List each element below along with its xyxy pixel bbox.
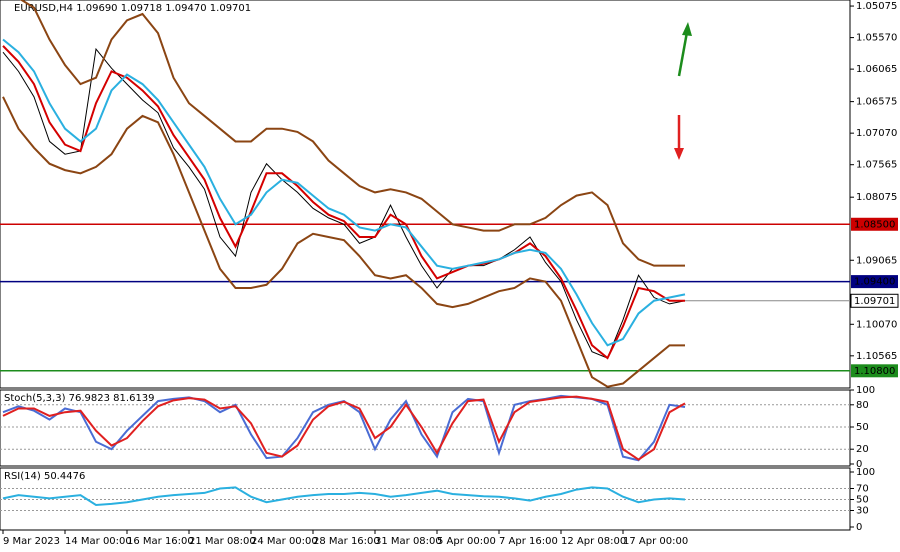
y-tick-label: 1.05570 xyxy=(856,33,897,44)
y-tick-label: 1.08075 xyxy=(856,192,897,203)
main-panel xyxy=(0,0,851,389)
last-price-box xyxy=(850,293,899,308)
chart-title: EURUSD,H4 1.09690 1.09718 1.09470 1.0970… xyxy=(14,3,251,14)
y-tick-label: 1.07070 xyxy=(856,128,897,139)
x-tick-label: 28 Mar 16:00 xyxy=(313,536,380,547)
series-line xyxy=(2,96,685,388)
up-arrow xyxy=(677,22,692,77)
y-tick-label: 70 xyxy=(856,484,869,495)
y-tick-label: 100 xyxy=(856,467,875,478)
x-tick-label: 31 Mar 08:00 xyxy=(375,536,442,547)
stoch-title: Stoch(5,3,3) 76.9823 81.6139 xyxy=(4,393,155,404)
y-tick-label: 100 xyxy=(856,385,875,396)
level-label-box xyxy=(851,217,898,231)
series-line xyxy=(2,394,686,462)
level-label: 1.10800 xyxy=(854,366,895,377)
x-tick-label: 7 Apr 16:00 xyxy=(499,536,558,547)
series-line xyxy=(19,0,685,267)
down-arrow xyxy=(674,115,684,160)
y-tick-label: 0 xyxy=(856,522,862,533)
y-tick-label: 30 xyxy=(856,506,869,517)
y-tick-label: 1.09065 xyxy=(856,255,897,266)
x-tick-label: 17 Apr 00:00 xyxy=(623,536,688,547)
y-tick-label: 50 xyxy=(856,495,869,506)
x-tick-label: 16 Mar 16:00 xyxy=(127,536,194,547)
x-tick-label: 5 Apr 00:00 xyxy=(437,536,496,547)
y-tick-label: 1.06575 xyxy=(856,97,897,108)
level-label: 1.09400 xyxy=(854,277,895,288)
series-line xyxy=(2,395,686,461)
series-line xyxy=(2,47,686,359)
level-label: 1.08500 xyxy=(854,219,895,230)
y-tick-label: 1.06065 xyxy=(856,64,897,75)
x-tick-label: 14 Mar 00:00 xyxy=(65,536,132,547)
series-line xyxy=(2,38,686,347)
stoch-panel xyxy=(0,389,851,467)
y-tick-label: 50 xyxy=(856,422,869,433)
y-tick-label: 1.05075 xyxy=(856,1,897,12)
series-line xyxy=(2,45,685,360)
x-tick-label: 24 Mar 00:00 xyxy=(251,536,318,547)
last-price-label: 1.09701 xyxy=(854,296,895,307)
y-tick-label: 1.07565 xyxy=(856,160,897,171)
series-line xyxy=(2,486,686,507)
y-tick-label: 1.10565 xyxy=(856,351,897,362)
x-tick-label: 12 Apr 08:00 xyxy=(561,536,626,547)
level-label-box xyxy=(851,275,898,289)
level-label-box xyxy=(851,364,898,378)
rsi-title: RSI(14) 50.4476 xyxy=(4,471,85,482)
x-tick-label: 9 Mar 2023 xyxy=(3,536,60,547)
y-tick-label: 0 xyxy=(856,459,862,470)
y-tick-label: 80 xyxy=(856,400,869,411)
x-tick-label: 21 Mar 08:00 xyxy=(189,536,256,547)
y-tick-label: 1.10070 xyxy=(856,319,897,330)
y-tick-label: 20 xyxy=(856,444,869,455)
